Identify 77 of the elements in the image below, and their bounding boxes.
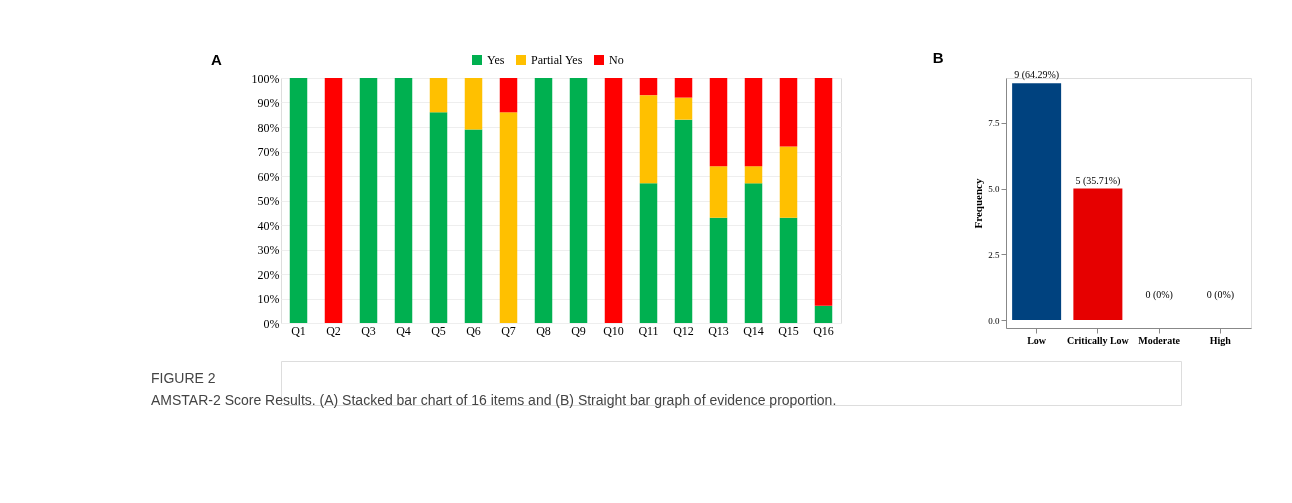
bar bbox=[779, 146, 798, 218]
x-tick-label: Q11 bbox=[638, 323, 659, 338]
bar bbox=[744, 166, 763, 184]
bar bbox=[674, 119, 693, 323]
bar bbox=[359, 78, 378, 323]
x-tick-label: Q6 bbox=[466, 323, 481, 338]
data-label: 9 (64.29%) bbox=[1014, 69, 1060, 82]
y-tick-label: 70% bbox=[257, 145, 280, 159]
chart-title: A bbox=[211, 51, 222, 68]
y-tick-label: 100% bbox=[251, 71, 280, 86]
x-tick-label: Q7 bbox=[501, 323, 516, 338]
bar bbox=[709, 217, 728, 323]
y-tick-label: 0% bbox=[263, 316, 280, 331]
y-axis-title: Frequency bbox=[972, 178, 985, 229]
bar bbox=[499, 112, 518, 323]
bar bbox=[604, 78, 623, 323]
bar bbox=[324, 78, 343, 323]
bar bbox=[814, 305, 833, 323]
y-tick-label: 80% bbox=[257, 120, 280, 135]
x-tick-label: Q12 bbox=[673, 323, 694, 338]
bar bbox=[744, 183, 763, 323]
x-tick-label: Q3 bbox=[361, 323, 376, 338]
bar bbox=[779, 217, 798, 323]
x-tick-label: Q10 bbox=[603, 323, 624, 338]
x-tick-label: Critically Low bbox=[1066, 334, 1130, 346]
bar bbox=[639, 78, 658, 96]
bar bbox=[674, 78, 693, 98]
bar bbox=[429, 78, 448, 113]
y-tick-label: 60% bbox=[257, 169, 280, 184]
bar bbox=[394, 78, 413, 323]
bar bbox=[464, 129, 483, 323]
bar bbox=[464, 78, 483, 130]
x-tick-label: Q13 bbox=[708, 323, 729, 338]
y-tick-label: 5.0 bbox=[988, 184, 1000, 195]
y-tick-label: 2.5 bbox=[988, 249, 1000, 260]
x-tick-label: Low bbox=[1027, 334, 1047, 346]
x-tick-label: Q8 bbox=[536, 323, 551, 338]
bar bbox=[289, 78, 308, 323]
x-tick-label: Q5 bbox=[431, 323, 446, 338]
data-label: 5 (35.71%) bbox=[1075, 174, 1121, 187]
x-tick-label: Q1 bbox=[291, 323, 306, 338]
data-label: 0 (0%) bbox=[1145, 289, 1173, 302]
bar bbox=[674, 97, 693, 120]
x-tick-label: Q9 bbox=[571, 323, 586, 338]
bar bbox=[499, 78, 518, 113]
bar bbox=[639, 95, 658, 184]
x-tick-label: High bbox=[1209, 334, 1232, 346]
y-tick-label: 10% bbox=[257, 292, 280, 306]
x-tick-label: Q2 bbox=[326, 323, 341, 338]
bar bbox=[534, 78, 553, 323]
y-tick-label: 0.0 bbox=[988, 315, 1000, 326]
legend-label: Yes bbox=[487, 53, 505, 67]
bar bbox=[744, 78, 763, 167]
legend-label: No bbox=[609, 53, 624, 67]
bar bbox=[709, 78, 728, 167]
y-tick-label: 7.5 bbox=[988, 118, 1000, 129]
bar bbox=[569, 78, 588, 323]
x-tick-label: Q15 bbox=[778, 323, 799, 338]
y-tick-label: 50% bbox=[257, 194, 280, 208]
legend-label: Partial Yes bbox=[531, 53, 583, 67]
bar bbox=[429, 112, 448, 323]
bar bbox=[814, 78, 833, 306]
x-tick-label: Q16 bbox=[813, 323, 834, 338]
y-tick-label: 30% bbox=[257, 243, 280, 257]
y-tick-label: 40% bbox=[257, 218, 280, 233]
data-label: 0 (0%) bbox=[1206, 289, 1235, 302]
chart-title: B bbox=[932, 49, 944, 67]
bar bbox=[779, 78, 798, 147]
bar bbox=[709, 166, 728, 218]
x-tick-label: Moderate bbox=[1138, 334, 1181, 346]
bar bbox=[639, 183, 658, 323]
text: AMSTAR-2 Score Results. (A) Stacked bar chart of 16 items and (B) Straight bar graph of evidence proportion. bbox=[151, 392, 837, 408]
y-tick-label: 20% bbox=[257, 267, 280, 282]
x-tick-label: Q14 bbox=[743, 323, 764, 338]
x-tick-label: Q4 bbox=[396, 323, 411, 338]
caption: FIGURE 2 bbox=[151, 370, 216, 386]
y-tick-label: 90% bbox=[257, 96, 280, 110]
